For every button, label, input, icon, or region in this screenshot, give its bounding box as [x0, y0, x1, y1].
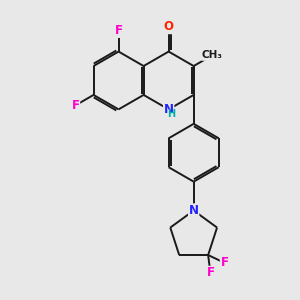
Text: O: O — [164, 20, 174, 34]
Text: F: F — [220, 256, 229, 269]
Text: F: F — [115, 24, 123, 37]
Text: N: N — [164, 103, 174, 116]
Text: F: F — [71, 99, 80, 112]
Text: CH₃: CH₃ — [202, 50, 223, 60]
Text: N: N — [189, 204, 199, 217]
Text: F: F — [206, 266, 214, 280]
Text: H: H — [168, 110, 176, 119]
